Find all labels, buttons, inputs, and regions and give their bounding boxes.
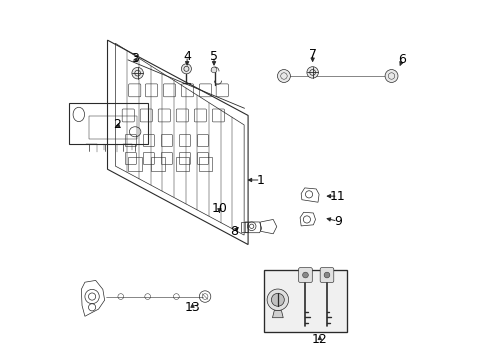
Circle shape: [132, 67, 143, 79]
Text: 12: 12: [311, 333, 327, 346]
Bar: [264, 270, 346, 332]
FancyBboxPatch shape: [320, 268, 333, 282]
Polygon shape: [272, 311, 283, 318]
Text: 1: 1: [256, 174, 264, 186]
Circle shape: [266, 289, 288, 311]
Circle shape: [306, 67, 318, 78]
Text: 9: 9: [333, 215, 341, 228]
Text: 3: 3: [131, 51, 139, 64]
Text: 5: 5: [209, 50, 218, 63]
Text: 13: 13: [184, 301, 200, 314]
Text: 6: 6: [398, 53, 406, 66]
Text: 7: 7: [308, 48, 316, 61]
FancyBboxPatch shape: [298, 268, 312, 282]
Text: 2: 2: [113, 118, 121, 131]
Text: 8: 8: [229, 225, 237, 238]
Circle shape: [181, 64, 191, 74]
Circle shape: [302, 272, 308, 278]
Bar: [88, 116, 137, 139]
Circle shape: [271, 293, 284, 306]
Circle shape: [384, 69, 397, 82]
Circle shape: [211, 67, 217, 73]
Text: 11: 11: [329, 190, 345, 203]
Text: 10: 10: [211, 202, 227, 215]
Circle shape: [324, 272, 329, 278]
Circle shape: [277, 69, 290, 82]
Text: 4: 4: [183, 50, 191, 63]
